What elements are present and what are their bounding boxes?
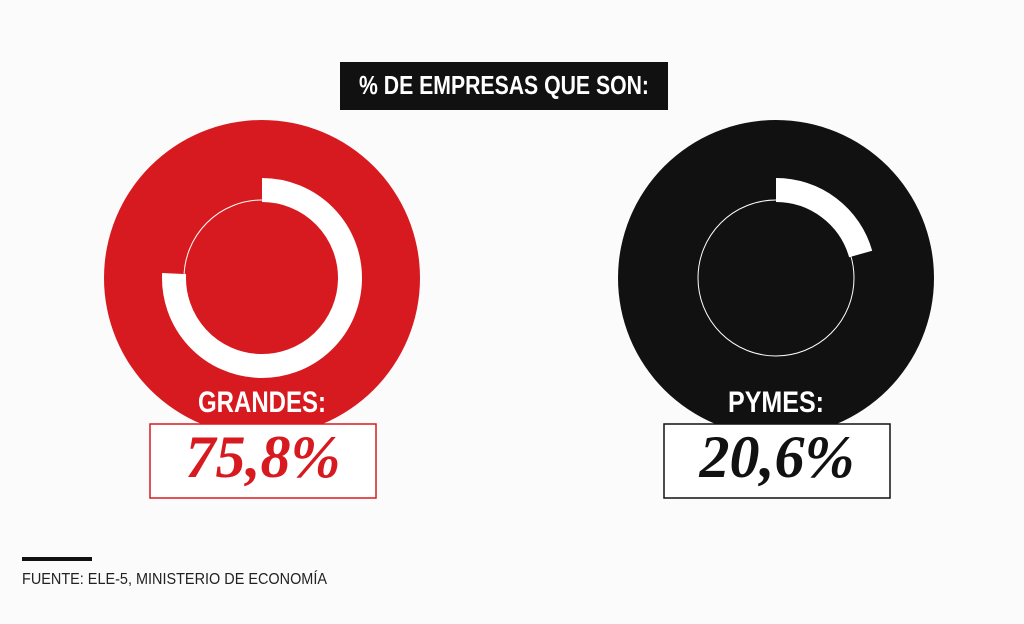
source-rule [22, 557, 92, 561]
value-box [149, 423, 377, 499]
gauge-arc [162, 178, 362, 378]
title: % DE EMPRESAS QUE SON: [359, 70, 649, 100]
value-label: 75,8% [186, 424, 341, 490]
gauge-disc [618, 120, 934, 436]
gauge-label: GRANDES: [198, 386, 326, 419]
value-label: 20,6% [699, 424, 855, 490]
title-box [340, 62, 668, 110]
gauge-label: PYMES: [728, 386, 824, 419]
gauge-disc [104, 120, 420, 436]
value-box [663, 423, 891, 499]
gauge-arc [775, 178, 873, 258]
source: FUENTE: ELE-5, MINISTERIO DE ECONOMÍA [22, 569, 327, 588]
